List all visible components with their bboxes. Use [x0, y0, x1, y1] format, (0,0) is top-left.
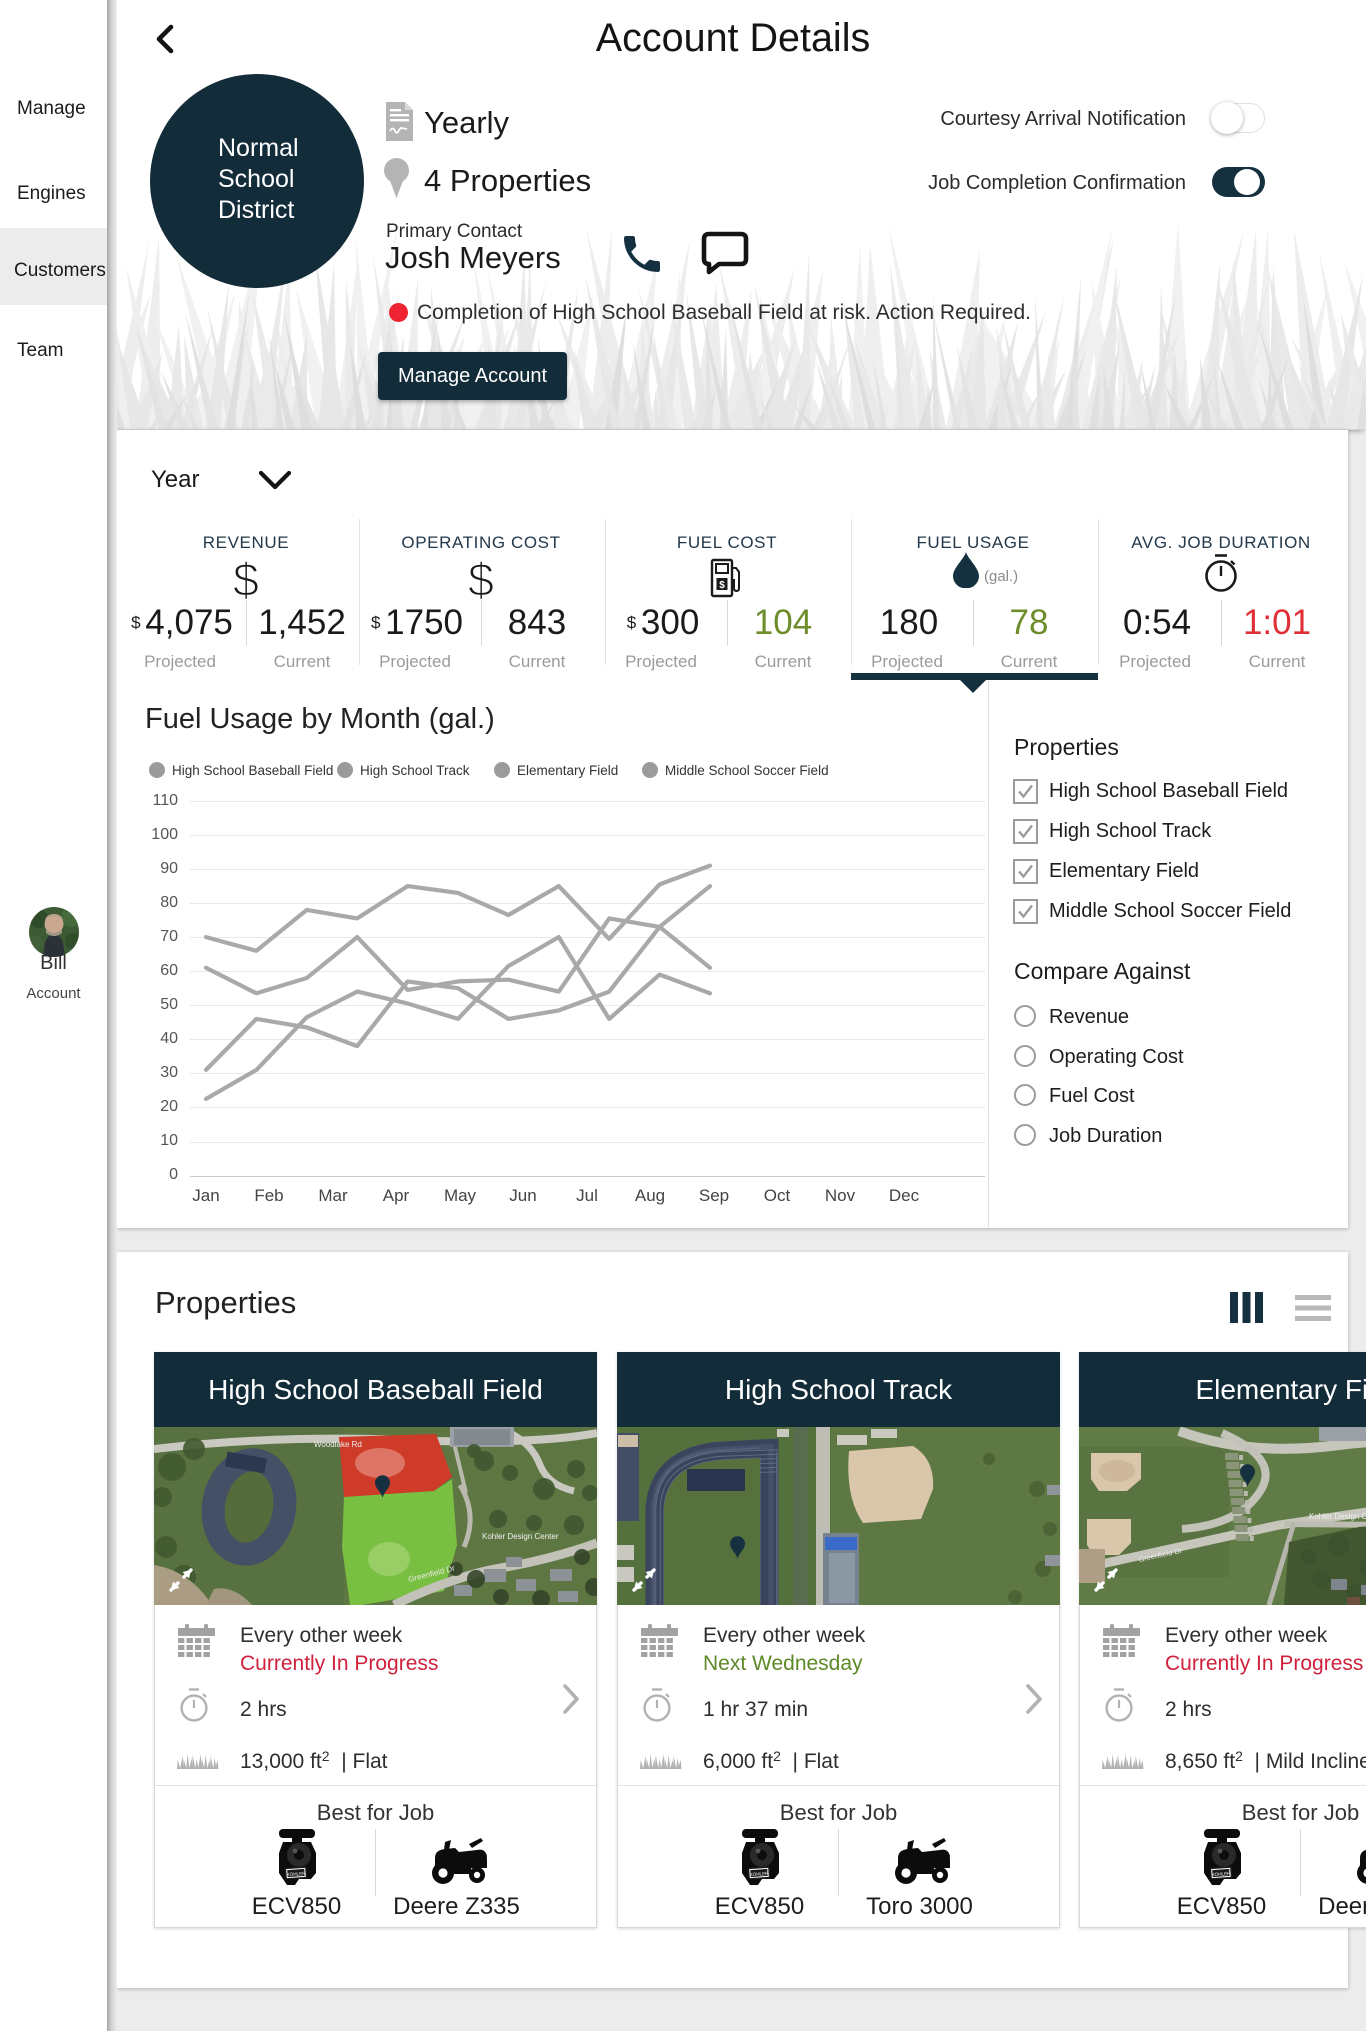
svg-text:KOHLER: KOHLER: [749, 1871, 769, 1877]
svg-text:KOHLER: KOHLER: [286, 1871, 306, 1877]
svg-text:Kohler Design Center: Kohler Design Center: [482, 1532, 559, 1541]
svg-text:$: $: [719, 580, 725, 591]
svg-text:Woodlake Rd: Woodlake Rd: [314, 1440, 362, 1449]
svg-text:KOHLER: KOHLER: [1211, 1871, 1231, 1877]
svg-text:Kohler Design Center: Kohler Design Center: [1309, 1512, 1366, 1521]
